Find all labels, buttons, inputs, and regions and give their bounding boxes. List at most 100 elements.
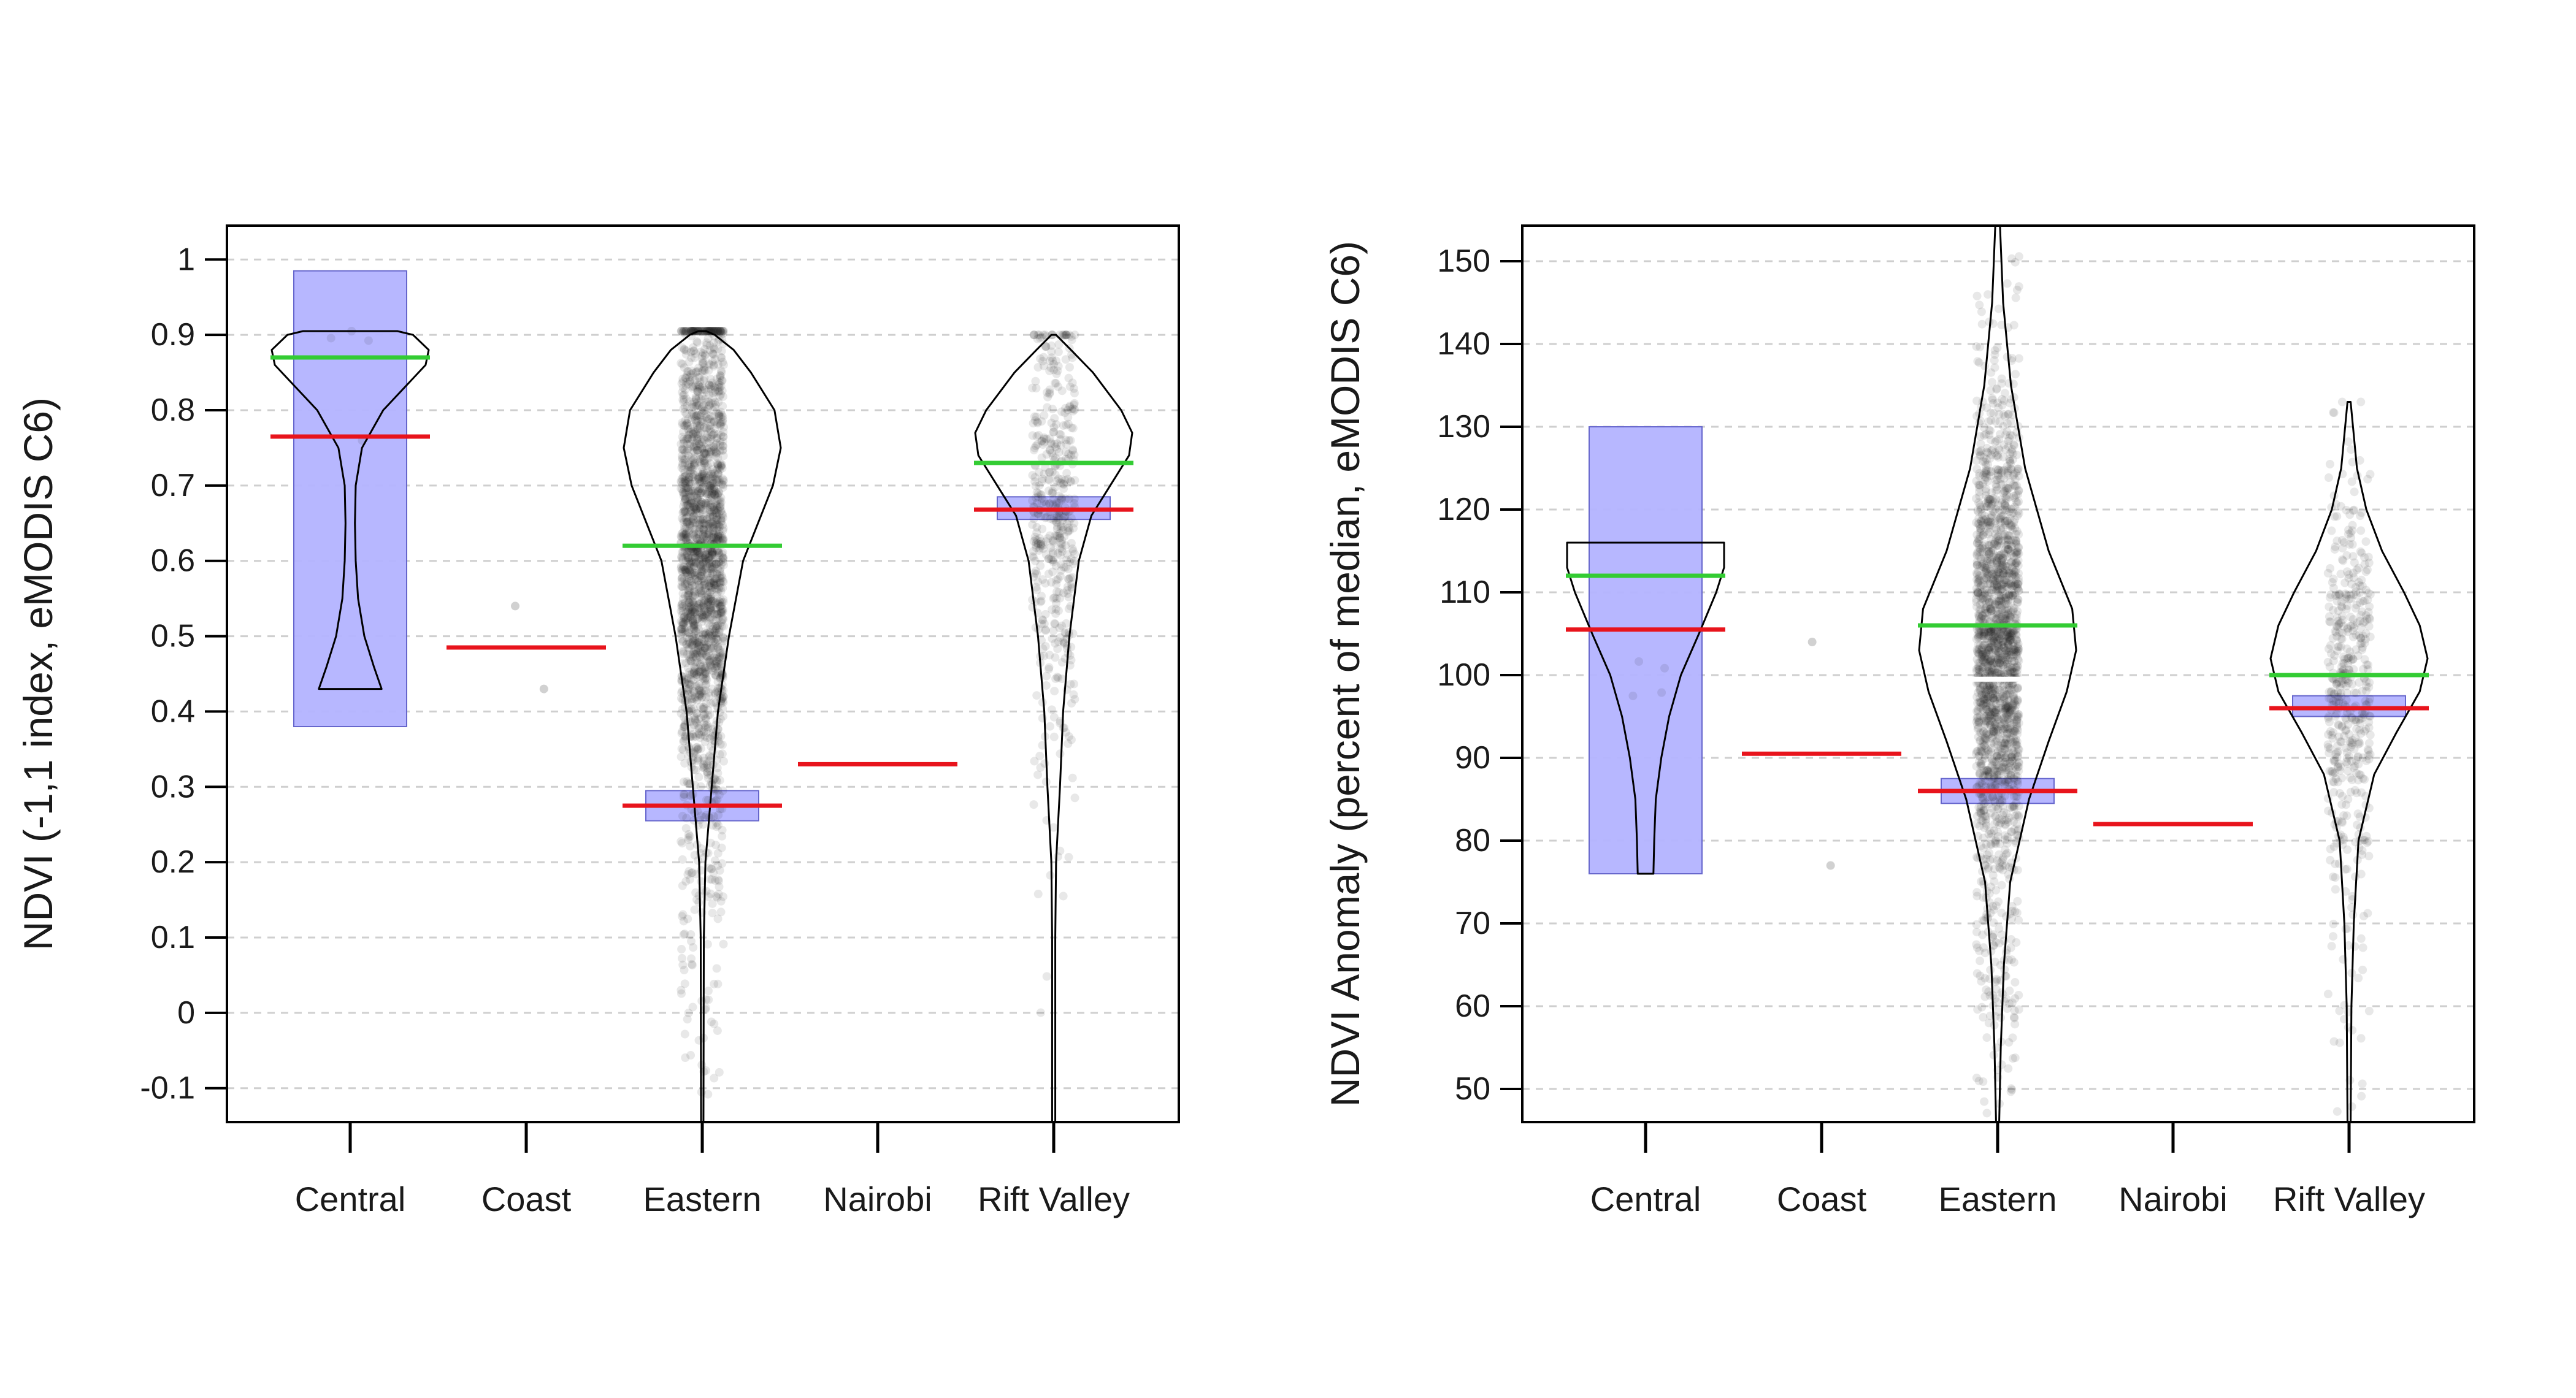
ndvi-point-eastern	[715, 551, 724, 560]
ndvi-point-eastern	[689, 748, 698, 757]
ndvi-point-eastern	[716, 563, 725, 573]
anomaly-point-eastern	[2014, 812, 2023, 821]
ndvi-point-eastern	[700, 374, 709, 383]
ndvi-point-eastern	[678, 420, 687, 429]
ndvi-point-eastern	[705, 556, 714, 565]
ndvi-point-eastern	[685, 655, 694, 664]
ndvi-point-eastern	[686, 521, 695, 530]
ndvi-point-eastern	[678, 374, 688, 383]
ndvi-point-eastern	[691, 415, 700, 424]
ndvi-point-eastern	[713, 459, 722, 468]
ndvi-point-eastern	[700, 423, 709, 432]
ndvi-point-eastern	[687, 453, 696, 462]
ndvi-point-eastern	[690, 712, 699, 721]
ndvi-point-eastern	[681, 556, 691, 565]
ndvi-point-eastern	[681, 568, 691, 578]
ndvi-point-eastern	[688, 402, 697, 411]
ndvi-point-eastern	[716, 327, 726, 337]
ndvi-point-eastern	[706, 838, 715, 847]
ndvi-point-eastern	[689, 443, 699, 452]
ndvi-point-eastern	[686, 680, 696, 689]
ndvi-point-eastern	[714, 614, 723, 623]
ndvi-point-eastern	[688, 465, 697, 474]
ndvi-point-eastern	[692, 337, 702, 346]
ndvi-point-rift-valley	[1070, 679, 1079, 689]
ndvi-point-eastern	[683, 548, 692, 557]
ndvi-point-eastern	[696, 441, 705, 451]
ndvi-point-eastern	[691, 621, 700, 630]
ndvi-point-eastern	[691, 519, 700, 528]
ndvi-point-eastern	[695, 667, 704, 676]
ndvi-point-eastern	[691, 533, 700, 542]
anomaly-point-eastern	[2011, 258, 2020, 267]
ndvi-point-eastern	[711, 440, 721, 449]
ndvi-point-rift-valley	[1032, 441, 1041, 451]
ndvi-point-eastern	[699, 711, 708, 720]
ndvi-point-eastern	[716, 506, 726, 515]
ndvi-point-eastern	[704, 497, 713, 506]
anomaly-point-eastern	[2009, 449, 2018, 458]
ndvi-point-eastern	[708, 909, 717, 918]
ndvi-point-eastern	[694, 503, 703, 513]
ndvi-point-rift-valley	[1033, 890, 1043, 899]
ndvi-point-eastern	[677, 327, 686, 335]
ndvi-point-eastern	[680, 979, 689, 988]
ndvi-point-eastern	[715, 582, 724, 591]
ndvi-point-rift-valley	[1061, 355, 1070, 364]
ndvi-point-eastern	[678, 855, 687, 864]
anomaly-point-eastern	[2001, 516, 2010, 525]
ndvi-point-eastern	[689, 346, 699, 356]
ndvi-point-eastern	[686, 576, 696, 586]
ndvi-point-eastern	[694, 641, 703, 651]
anomaly-point-eastern	[1985, 579, 1994, 589]
ndvi-point-eastern	[690, 608, 699, 617]
ndvi-point-eastern	[677, 327, 686, 335]
ndvi-point-eastern	[709, 343, 718, 352]
ndvi-point-eastern	[705, 391, 714, 400]
ndvi-point-eastern	[702, 535, 711, 544]
ndvi-point-eastern	[683, 686, 692, 695]
ndvi-point-eastern	[712, 569, 721, 578]
anomaly-point-eastern	[2004, 862, 2014, 871]
ndvi-point-rift-valley	[1067, 698, 1076, 708]
ndvi-point-eastern	[709, 350, 718, 359]
ndvi-point-eastern	[699, 756, 708, 765]
ndvi-point-eastern	[705, 510, 715, 519]
ndvi-point-eastern	[718, 386, 727, 395]
ndvi-point-eastern	[705, 658, 715, 667]
anomaly-point-eastern	[1984, 549, 1993, 559]
ndvi-point-eastern	[696, 377, 705, 386]
ndvi-point-eastern	[694, 773, 703, 782]
ndvi-point-eastern	[691, 646, 700, 655]
ndvi-point-eastern	[705, 360, 715, 369]
ndvi-point-eastern	[716, 420, 725, 429]
ndvi-point-eastern	[703, 405, 712, 414]
anomaly-point-eastern	[2001, 753, 2011, 762]
ndvi-point-eastern	[690, 850, 699, 860]
ndvi-point-eastern	[716, 506, 725, 516]
ndvi-point-eastern	[715, 627, 724, 636]
ndvi-point-eastern	[691, 439, 700, 448]
ndvi-point-eastern	[718, 825, 727, 835]
ndvi-point-eastern	[683, 424, 692, 434]
ndvi-point-eastern	[689, 676, 698, 685]
ndvi-point-eastern	[692, 548, 702, 557]
ndvi-point-eastern	[708, 548, 717, 557]
ndvi-point-eastern	[700, 667, 710, 676]
ndvi-point-eastern	[705, 472, 715, 481]
ndvi-point-eastern	[694, 693, 703, 702]
ndvi-point-eastern	[692, 614, 702, 624]
ndvi-point-eastern	[681, 373, 691, 383]
anomaly-point-eastern	[1980, 652, 1989, 661]
ndvi-point-rift-valley	[1046, 871, 1055, 880]
ndvi-point-eastern	[697, 567, 706, 576]
ndvi-point-eastern	[708, 532, 717, 541]
ndvi-point-eastern	[690, 459, 699, 468]
ndvi-point-eastern	[685, 842, 694, 851]
ndvi-point-eastern	[678, 555, 688, 564]
ndvi-point-eastern	[700, 630, 710, 640]
ndvi-point-eastern	[717, 376, 726, 385]
ndvi-point-eastern	[689, 686, 698, 695]
ndvi-point-eastern	[705, 651, 714, 660]
anomaly-point-eastern	[1980, 1097, 1989, 1106]
